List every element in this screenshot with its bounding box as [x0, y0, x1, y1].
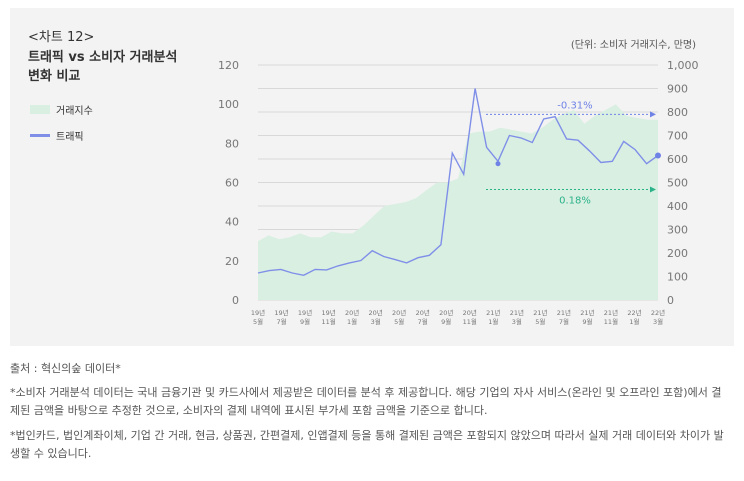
line-marker-start	[495, 161, 501, 167]
legend-item-area: 거래지수	[30, 102, 93, 117]
annotation-traffic-change: -0.31%	[557, 100, 592, 111]
right-axis-tick-label: 600	[667, 153, 688, 166]
x-tick-year: 21년	[580, 308, 594, 317]
x-tick-month: 3월	[653, 317, 663, 326]
legend-line-swatch	[30, 134, 50, 137]
legend-item-line: 트래픽	[30, 128, 84, 143]
trend-arrowhead-index	[650, 186, 656, 193]
footnote-2: *법인카드, 법인계좌이체, 기업 간 거래, 현금, 상품권, 간편결제, 인…	[10, 429, 724, 460]
x-tick-month: 5월	[535, 317, 545, 326]
x-tick-year: 20년	[392, 308, 406, 317]
x-tick-year: 21년	[486, 308, 500, 317]
chart-title-line1: 트래픽 vs 소비자 거래분석	[28, 50, 178, 65]
x-tick-year: 22년	[627, 308, 641, 317]
x-tick-year: 22년	[651, 308, 665, 317]
x-tick-month: 9월	[582, 317, 592, 326]
legend-area-label: 거래지수	[56, 106, 93, 117]
left-axis-tick-label: 40	[225, 216, 239, 229]
right-axis-tick-label: 1,000	[667, 59, 699, 72]
annotation-index-change: 0.18%	[559, 196, 591, 207]
x-tick-month: 11월	[463, 317, 477, 326]
x-tick-year: 21년	[510, 308, 524, 317]
x-tick-year: 20년	[416, 308, 430, 317]
x-tick-year: 21년	[533, 308, 547, 317]
x-tick-month: 7월	[276, 317, 286, 326]
chart-label: <차트 12>	[28, 30, 95, 45]
x-tick-year: 21년	[604, 308, 618, 317]
right-axis-tick-label: 300	[667, 224, 688, 237]
line-marker-end	[655, 152, 661, 159]
x-tick-month: 11월	[604, 317, 618, 326]
x-tick-year: 20년	[345, 308, 359, 317]
source-note: 출처 : 혁신의숲 데이터*	[10, 362, 121, 375]
left-axis-tick-label: 100	[218, 98, 239, 111]
x-tick-month: 9월	[300, 317, 310, 326]
x-tick-year: 19년	[251, 308, 265, 317]
chart-title-line2: 변화 비교	[28, 69, 81, 84]
right-axis-tick-label: 200	[667, 247, 688, 260]
x-tick-month: 11월	[321, 317, 335, 326]
left-axis-tick-label: 60	[225, 177, 239, 190]
chart-panel: <차트 12> 트래픽 vs 소비자 거래분석 변화 비교 (단위: 소비자 거…	[10, 8, 734, 346]
x-tick-month: 3월	[512, 317, 522, 326]
legend-line-label: 트래픽	[56, 132, 84, 143]
left-axis-tick-label: 120	[218, 59, 239, 72]
right-axis-tick-label: 900	[667, 83, 688, 96]
x-tick-month: 3월	[371, 317, 381, 326]
x-tick-year: 21년	[557, 308, 571, 317]
left-axis-tick-label: 80	[225, 137, 239, 150]
right-axis-tick-label: 500	[667, 177, 688, 190]
x-tick-month: 1월	[488, 317, 498, 326]
line-series-트래픽	[257, 88, 659, 277]
unit-note: (단위: 소비자 거래지수, 만명)	[570, 40, 696, 51]
right-axis-tick-label: 0	[667, 294, 674, 307]
x-tick-year: 19년	[298, 308, 312, 317]
left-axis-tick-label: 20	[225, 255, 239, 268]
left-axis-tick-label: 0	[232, 294, 239, 307]
area-series-거래지수	[258, 104, 658, 300]
x-tick-year: 20년	[463, 308, 477, 317]
x-tick-month: 7월	[559, 317, 569, 326]
x-tick-year: 19년	[321, 308, 335, 317]
x-tick-month: 5월	[253, 317, 263, 326]
x-tick-month: 9월	[441, 317, 451, 326]
footnote-1: *소비자 거래분석 데이터는 국내 금융기관 및 카드사에서 제공받은 데이터를…	[10, 386, 722, 417]
x-tick-year: 19년	[274, 308, 288, 317]
x-tick-month: 1월	[347, 317, 357, 326]
x-tick-year: 20년	[439, 308, 453, 317]
right-axis-tick-label: 700	[667, 130, 688, 143]
x-tick-month: 7월	[418, 317, 428, 326]
x-tick-month: 1월	[629, 317, 639, 326]
x-tick-month: 5월	[394, 317, 404, 326]
x-tick-year: 20년	[369, 308, 383, 317]
legend-area-swatch	[30, 105, 50, 114]
right-axis-tick-label: 400	[667, 200, 688, 213]
right-axis-tick-label: 100	[667, 271, 688, 284]
trend-arrowhead-traffic	[650, 111, 656, 118]
chart-svg: 0 20 40 60 80 100 120 0 100 200 300 400 500 600 700 800…	[218, 59, 699, 326]
right-axis-tick-label: 800	[667, 106, 688, 119]
